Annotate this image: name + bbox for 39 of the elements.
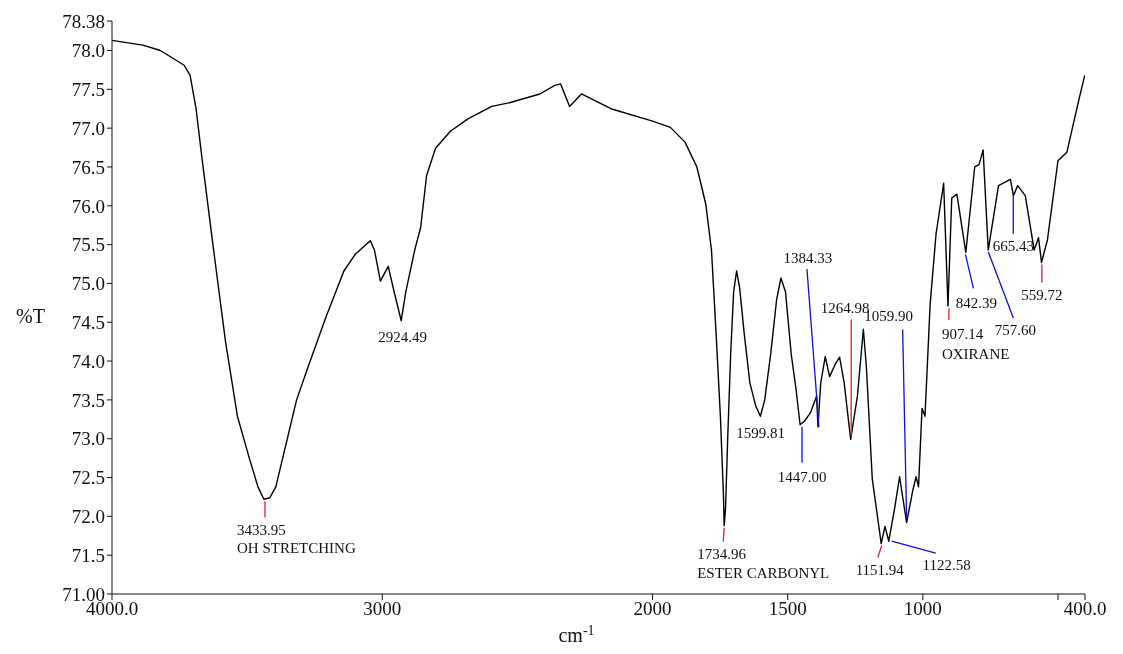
annotation: 757.60 — [994, 322, 1036, 339]
y-tick-label: 76.5 — [71, 156, 105, 178]
y-tick-label: 74.0 — [71, 350, 105, 372]
y-tick-label: 72.5 — [71, 467, 105, 489]
y-axis-title: %T — [16, 304, 45, 327]
y-tick-label: 73.5 — [71, 389, 105, 411]
x-axis-title: cm$^{-1}$ — [558, 622, 595, 646]
y-tick-label: 77.5 — [71, 79, 105, 101]
y-tick-label: 72.0 — [71, 506, 105, 528]
annotation: 1151.94 — [855, 561, 905, 578]
annotation: OH STRETCHING — [236, 539, 356, 556]
y-tick-label: 78.38 — [62, 10, 105, 32]
line-series — [112, 39, 1085, 545]
annotation: 665.43 — [992, 238, 1034, 255]
y-tick-label: 74.5 — [71, 312, 105, 333]
annotation: 2924.49 — [378, 329, 428, 346]
y-tick-label: 78.0 — [71, 40, 105, 62]
annotation: 1447.00 — [777, 469, 827, 486]
y-tick-label: 77.0 — [71, 117, 105, 139]
x-tick-label: 2000 — [633, 598, 672, 620]
annotation: OXIRANE — [941, 346, 1010, 363]
annotation: 1734.96 — [697, 546, 747, 563]
annotation: 1122.58 — [922, 556, 971, 573]
annotation: 1599.81 — [736, 424, 786, 441]
annotation: 559.72 — [1021, 286, 1063, 303]
annotation: 1384.33 — [783, 249, 833, 266]
y-tick-label: 75.0 — [71, 273, 105, 295]
y-tick-label: 76.0 — [71, 195, 105, 217]
y-tick-label: 71.5 — [71, 544, 105, 566]
y-tick-label: 75.5 — [71, 234, 105, 256]
annotation: 842.39 — [955, 294, 998, 311]
annotation: 907.14 — [941, 326, 984, 343]
x-tick-label: 400.0 — [1063, 598, 1107, 620]
annotation: 3433.95 — [236, 521, 286, 538]
annotation: ESTER CARBONYL — [697, 565, 830, 582]
x-tick-label: 3000 — [363, 598, 402, 620]
y-tick-label: 73.0 — [71, 428, 105, 450]
x-tick-label: 1000 — [903, 598, 942, 620]
x-tick-label: 1500 — [768, 598, 807, 620]
